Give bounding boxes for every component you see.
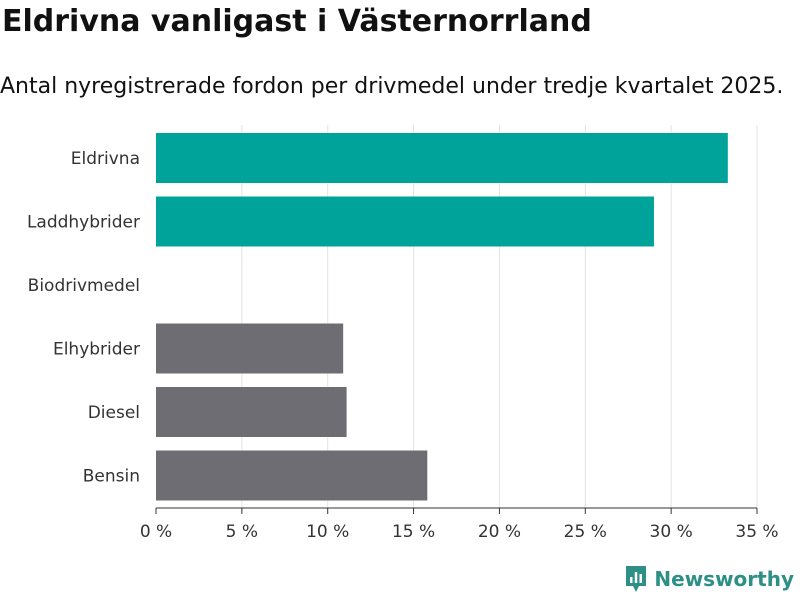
- gridlines: [241, 125, 758, 508]
- x-tick-label: 10 %: [306, 522, 349, 542]
- bar-bensin: [156, 450, 428, 501]
- category-label-biodrivmedel: Biodrivmedel: [28, 276, 140, 296]
- category-label-bensin: Bensin: [83, 467, 140, 487]
- x-tick-label: 5 %: [226, 522, 258, 542]
- bar-diesel: [156, 387, 347, 437]
- category-label-laddhybrider: Laddhybrider: [27, 213, 140, 233]
- category-label-eldrivna: Eldrivna: [71, 149, 140, 169]
- x-tick-label: 30 %: [650, 522, 693, 542]
- x-tick-label: 35 %: [735, 522, 778, 542]
- x-tick-label: 20 %: [478, 522, 521, 542]
- bar-eldrivna: [156, 133, 728, 183]
- category-label-diesel: Diesel: [88, 403, 140, 423]
- x-axis: [155, 507, 758, 514]
- chart-subtitle: Antal nyregistrerade fordon per drivmede…: [0, 74, 784, 99]
- x-tick-label: 0 %: [140, 522, 172, 542]
- bar-elhybrider: [156, 323, 344, 374]
- newsworthy-logo-icon: [626, 566, 647, 592]
- category-label-elhybrider: Elhybrider: [53, 340, 140, 360]
- bar-laddhybrider: [156, 196, 654, 247]
- category-labels: Eldrivna Laddhybrider Biodrivmedel Elhybrid…: [27, 149, 140, 487]
- x-tick-label: 25 %: [564, 522, 607, 542]
- x-tick-labels: 0 % 5 % 10 % 15 % 20 % 25 % 30 % 35 %: [140, 522, 779, 542]
- newsworthy-logo-text: Newsworthy: [654, 567, 794, 591]
- chart-title: Eldrivna vanligast i Västernorrland: [2, 4, 592, 39]
- x-tick-label: 15 %: [392, 522, 435, 542]
- newsworthy-logo: Newsworthy: [624, 564, 794, 594]
- bars: [156, 133, 728, 501]
